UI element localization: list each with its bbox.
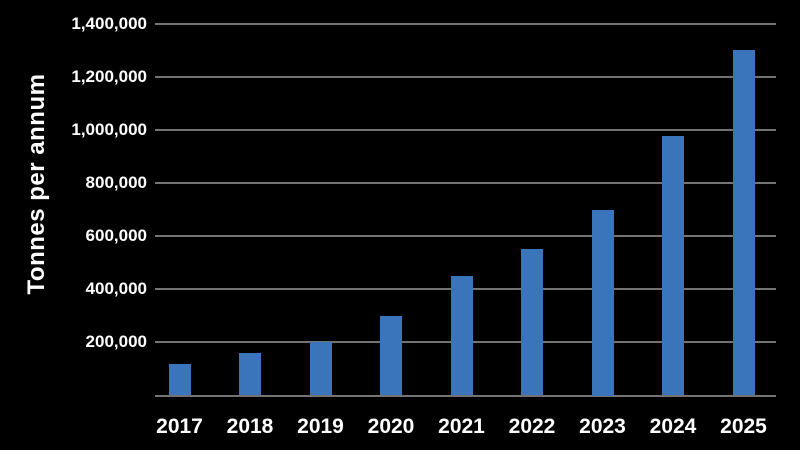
gridline <box>155 235 776 238</box>
bar-2021 <box>450 275 473 396</box>
gridline <box>155 75 776 78</box>
bar-2017 <box>168 363 191 396</box>
x-tick-label: 2018 <box>226 415 274 438</box>
x-tick-label: 2020 <box>367 415 415 438</box>
bar-2024 <box>662 136 684 396</box>
x-tick-label: 2019 <box>297 415 344 438</box>
bar-2025 <box>732 50 755 396</box>
x-tick-label: 2025 <box>720 415 767 438</box>
x-tick-label: 2023 <box>579 415 626 438</box>
y-tick-label: 600,000 <box>85 226 147 246</box>
gridline <box>155 128 776 131</box>
bar-2019 <box>309 342 332 396</box>
bar-2022 <box>521 249 543 396</box>
bar-2023 <box>591 209 614 396</box>
y-tick-label: 400,000 <box>85 279 147 299</box>
y-tick-label: 1,400,000 <box>71 13 147 33</box>
y-tick-label: 200,000 <box>85 332 147 352</box>
y-tick-label: 1,200,000 <box>71 66 147 86</box>
x-tick-label: 2021 <box>438 415 485 438</box>
y-tick-label: 800,000 <box>85 172 147 192</box>
bar-2018 <box>239 352 261 396</box>
bar-2020 <box>380 315 402 396</box>
x-tick-label: 2022 <box>508 415 556 438</box>
x-axis-baseline <box>155 394 776 397</box>
y-tick-label: 1,000,000 <box>71 119 147 139</box>
x-tick-label: 2017 <box>156 415 203 438</box>
x-tick-label: 2024 <box>649 415 697 438</box>
gridline <box>155 181 776 184</box>
gridline <box>155 22 776 25</box>
